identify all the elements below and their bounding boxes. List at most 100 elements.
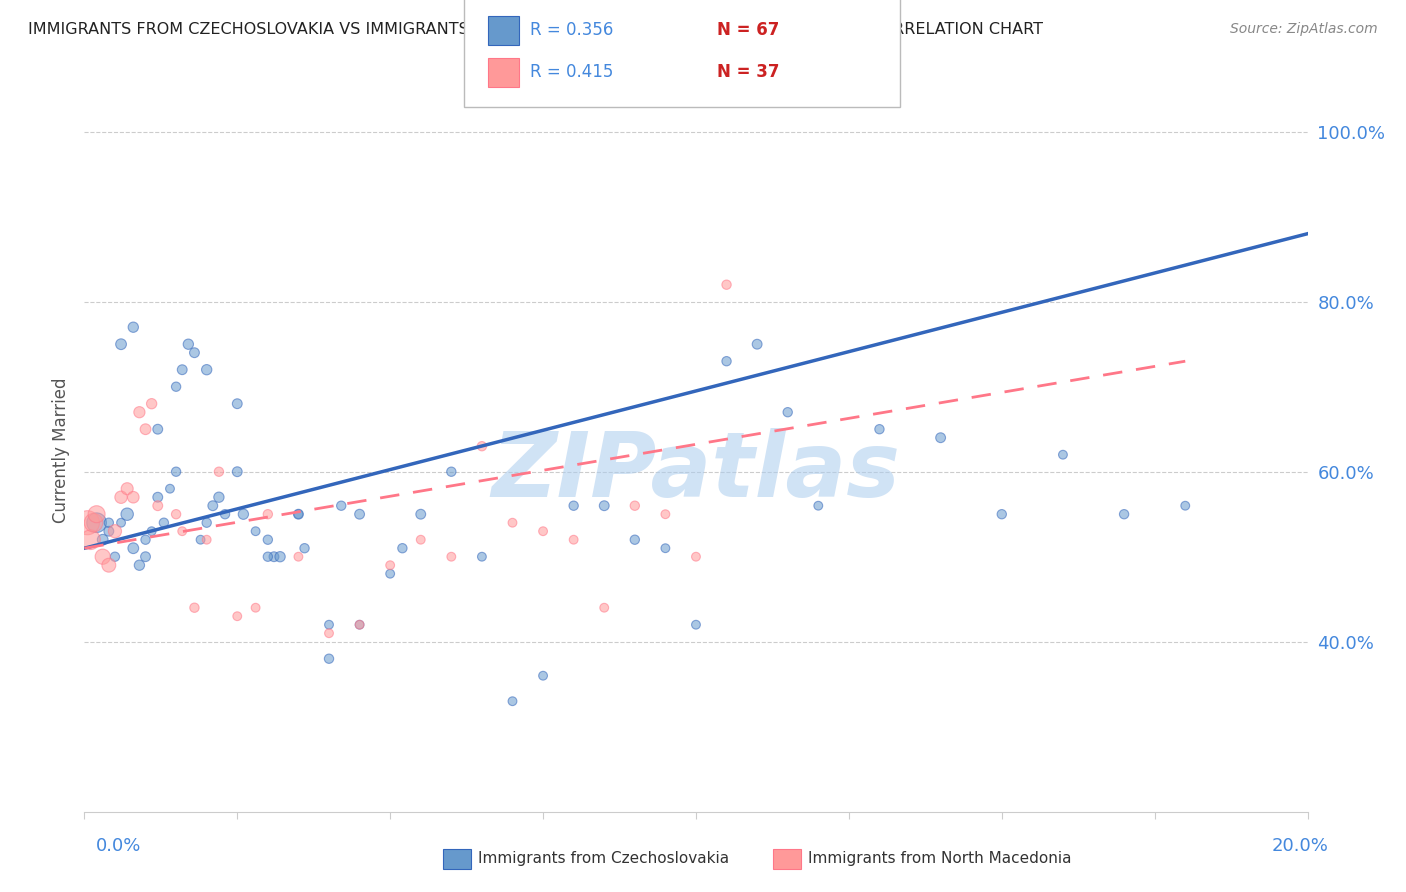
Point: [502, 694, 524, 708]
Point: [929, 431, 952, 445]
Text: Source: ZipAtlas.com: Source: ZipAtlas.com: [1230, 22, 1378, 37]
Point: [86, 516, 108, 530]
Y-axis label: Currently Married: Currently Married: [52, 377, 70, 524]
Point: [318, 626, 340, 640]
Point: [685, 617, 707, 632]
Point: [208, 490, 231, 504]
Point: [245, 524, 267, 539]
Point: [91, 533, 114, 547]
Point: [97, 524, 120, 539]
Point: [349, 617, 371, 632]
Point: [141, 397, 163, 411]
Point: [76, 516, 98, 530]
Point: [776, 405, 799, 419]
Point: [349, 507, 371, 521]
Point: [440, 465, 463, 479]
Point: [330, 499, 353, 513]
Point: [624, 499, 647, 513]
Point: [110, 337, 132, 351]
Point: [318, 651, 340, 665]
Point: [110, 490, 132, 504]
Point: [869, 422, 891, 436]
Point: [440, 549, 463, 564]
Point: [391, 541, 413, 556]
Point: [531, 669, 554, 683]
Point: [685, 549, 707, 564]
Point: [146, 490, 169, 504]
Point: [257, 533, 280, 547]
Point: [1052, 448, 1074, 462]
Point: [122, 490, 145, 504]
Text: N = 37: N = 37: [717, 63, 779, 81]
Point: [128, 558, 150, 573]
Point: [97, 558, 120, 573]
Point: [226, 397, 249, 411]
Point: [716, 277, 738, 292]
Point: [232, 507, 254, 521]
Point: [128, 405, 150, 419]
Point: [257, 549, 280, 564]
Point: [165, 465, 187, 479]
Point: [380, 558, 402, 573]
Text: 0.0%: 0.0%: [96, 837, 141, 855]
Point: [195, 533, 218, 547]
Point: [201, 499, 224, 513]
Point: [807, 499, 830, 513]
Point: [79, 533, 101, 547]
Point: [153, 516, 176, 530]
Point: [183, 345, 205, 359]
Point: [318, 617, 340, 632]
Text: R = 0.415: R = 0.415: [530, 63, 613, 81]
Point: [226, 465, 249, 479]
Point: [294, 541, 316, 556]
Text: Immigrants from Czechoslovakia: Immigrants from Czechoslovakia: [478, 852, 730, 866]
Point: [593, 600, 616, 615]
Point: [471, 439, 494, 453]
Text: R = 0.356: R = 0.356: [530, 21, 613, 39]
Point: [146, 499, 169, 513]
Point: [257, 507, 280, 521]
Point: [531, 524, 554, 539]
Point: [409, 507, 432, 521]
Point: [91, 549, 114, 564]
Point: [287, 507, 309, 521]
Point: [562, 499, 585, 513]
Point: [146, 422, 169, 436]
Point: [287, 507, 309, 521]
Point: [190, 533, 212, 547]
Point: [97, 516, 120, 530]
Point: [177, 337, 200, 351]
Point: [135, 533, 157, 547]
Text: N = 67: N = 67: [717, 21, 779, 39]
Point: [349, 617, 371, 632]
Point: [122, 320, 145, 334]
Point: [380, 566, 402, 581]
Point: [654, 541, 676, 556]
Point: [83, 516, 105, 530]
Point: [991, 507, 1014, 521]
Text: IMMIGRANTS FROM CZECHOSLOVAKIA VS IMMIGRANTS FROM NORTH MACEDONIA CURRENTLY MARR: IMMIGRANTS FROM CZECHOSLOVAKIA VS IMMIGR…: [28, 22, 1043, 37]
Point: [122, 541, 145, 556]
Point: [654, 507, 676, 521]
Point: [269, 549, 291, 564]
Point: [165, 380, 187, 394]
Point: [115, 507, 138, 521]
Text: 20.0%: 20.0%: [1272, 837, 1329, 855]
Point: [747, 337, 769, 351]
Point: [245, 600, 267, 615]
Text: Immigrants from North Macedonia: Immigrants from North Macedonia: [808, 852, 1071, 866]
Point: [716, 354, 738, 368]
Point: [165, 507, 187, 521]
Point: [214, 507, 236, 521]
Point: [502, 516, 524, 530]
Point: [562, 533, 585, 547]
Point: [195, 362, 218, 376]
Point: [208, 465, 231, 479]
Point: [183, 600, 205, 615]
Point: [1114, 507, 1136, 521]
Point: [104, 549, 127, 564]
Point: [471, 549, 494, 564]
Point: [104, 524, 127, 539]
Point: [409, 533, 432, 547]
Point: [110, 516, 132, 530]
